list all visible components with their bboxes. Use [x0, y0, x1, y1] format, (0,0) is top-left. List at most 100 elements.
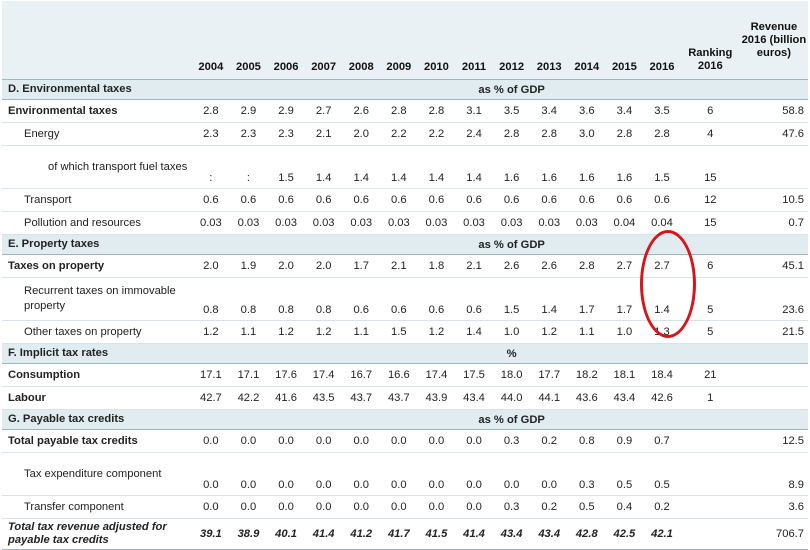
revenue-cell: 10.5 [739, 188, 808, 212]
value-cell: 1.8 [417, 254, 456, 278]
value-cell: 0.0 [380, 452, 418, 496]
value-cell: 0.03 [568, 211, 606, 235]
revenue-cell: 12.5 [739, 429, 808, 453]
table-body: D. Environmental taxes as % of GDP Envir… [2, 79, 808, 550]
table-header-row: 2004 2005 2006 2007 2008 2009 2010 2011 … [2, 1, 808, 80]
value-cell: 3.0 [568, 122, 606, 146]
value-cell: 2.0 [342, 122, 381, 146]
value-cell: 0.5 [643, 452, 681, 496]
value-cell: 0.5 [605, 452, 644, 496]
revenue-header: Revenue 2016 (billion euros) [739, 1, 808, 80]
value-cell: 2.2 [417, 122, 456, 146]
value-cell: 42.5 [605, 518, 644, 550]
value-cell: 41.2 [342, 518, 381, 550]
ranking-cell: 15 [680, 145, 740, 189]
value-cell: 41.4 [455, 518, 493, 550]
revenue-cell: 45.1 [739, 254, 808, 278]
row-label: Consumption [2, 363, 193, 387]
value-cell: 2.7 [643, 254, 681, 278]
value-cell: 0.0 [229, 452, 268, 496]
value-cell: 0.03 [455, 211, 493, 235]
revenue-cell: 58.8 [739, 99, 808, 123]
section-header-implicit: F. Implicit tax rates % [2, 343, 808, 364]
value-cell: 2.6 [530, 254, 568, 278]
value-cell: 43.4 [455, 386, 493, 410]
value-cell: 0.0 [192, 495, 230, 519]
value-cell: 39.1 [192, 518, 230, 550]
value-cell: 44.1 [530, 386, 568, 410]
value-cell: 0.0 [304, 452, 343, 496]
value-cell: 2.7 [304, 99, 343, 123]
ranking-cell: 12 [680, 188, 740, 212]
value-cell: 18.4 [643, 363, 681, 387]
value-cell: 1.6 [605, 145, 644, 189]
year-header: 2005 [229, 1, 268, 80]
year-header: 2013 [530, 1, 568, 80]
value-cell: 17.5 [455, 363, 493, 387]
revenue-cell [739, 386, 808, 410]
value-cell: 1.4 [417, 145, 456, 189]
value-cell: 0.03 [192, 211, 230, 235]
value-cell: 0.6 [568, 188, 606, 212]
value-cell: 2.6 [492, 254, 531, 278]
ranking-cell: 1 [680, 386, 740, 410]
value-cell: 0.0 [492, 452, 531, 496]
ranking-cell: 4 [680, 122, 740, 146]
ranking-cell: 6 [680, 99, 740, 123]
section-title: D. Environmental taxes [2, 79, 456, 100]
value-cell: 41.4 [304, 518, 343, 550]
row-label: Energy [2, 122, 193, 146]
section-unit: as % of GDP [455, 79, 568, 100]
section-header-property: E. Property taxes as % of GDP [2, 234, 808, 255]
value-cell: 0.03 [304, 211, 343, 235]
value-cell: 0.03 [492, 211, 531, 235]
row-label: Other taxes on property [2, 320, 193, 344]
value-cell: 2.3 [229, 122, 268, 146]
row-label: Transfer component [2, 495, 193, 519]
value-cell: 40.1 [267, 518, 305, 550]
ranking-header: Ranking 2016 [680, 1, 740, 80]
value-cell: 0.0 [229, 495, 268, 519]
value-cell: 1.2 [304, 320, 343, 344]
value-cell: : [229, 145, 268, 189]
table-row: Other taxes on property 1.2 1.1 1.2 1.2 1.1 1.… [2, 320, 808, 344]
value-cell: 0.6 [417, 188, 456, 212]
section-unit: as % of GDP [455, 234, 568, 255]
table-row: Taxes on property 2.0 1.9 2.0 2.0 1.7 2.1 1.8 2.… [2, 254, 808, 278]
value-cell: 2.1 [380, 254, 418, 278]
value-cell: 17.1 [192, 363, 230, 387]
value-cell: 1.1 [342, 320, 381, 344]
value-cell: 2.9 [267, 99, 305, 123]
value-cell: 2.8 [192, 99, 230, 123]
value-cell: 43.4 [492, 518, 531, 550]
value-cell: 0.8 [192, 277, 230, 321]
value-cell: 2.2 [380, 122, 418, 146]
value-cell: 0.0 [455, 429, 493, 453]
value-cell: 2.0 [192, 254, 230, 278]
value-cell: 2.9 [229, 99, 268, 123]
value-cell: 43.4 [605, 386, 644, 410]
ranking-cell [680, 495, 740, 519]
value-cell: 2.8 [568, 254, 606, 278]
ranking-cell: 5 [680, 320, 740, 344]
value-cell: 1.9 [229, 254, 268, 278]
value-cell: 1.4 [304, 145, 343, 189]
header-label-cell [2, 1, 193, 80]
value-cell: 2.8 [643, 122, 681, 146]
value-cell: 17.4 [304, 363, 343, 387]
row-label: Environmental taxes [2, 99, 193, 123]
value-cell: 0.6 [192, 188, 230, 212]
row-label: Recurrent taxes on immovable property [2, 277, 193, 321]
value-cell: 0.0 [417, 429, 456, 453]
year-header: 2009 [380, 1, 418, 80]
value-cell: 0.6 [455, 277, 493, 321]
value-cell: 0.0 [455, 452, 493, 496]
value-cell: 17.7 [530, 363, 568, 387]
value-cell: 2.8 [530, 122, 568, 146]
value-cell: 1.4 [380, 145, 418, 189]
value-cell: 2.8 [380, 99, 418, 123]
table-row: Total payable tax credits 0.0 0.0 0.0 0.0 0.0… [2, 429, 808, 453]
value-cell: 2.0 [304, 254, 343, 278]
value-cell: 41.5 [417, 518, 456, 550]
value-cell: 3.5 [492, 99, 531, 123]
